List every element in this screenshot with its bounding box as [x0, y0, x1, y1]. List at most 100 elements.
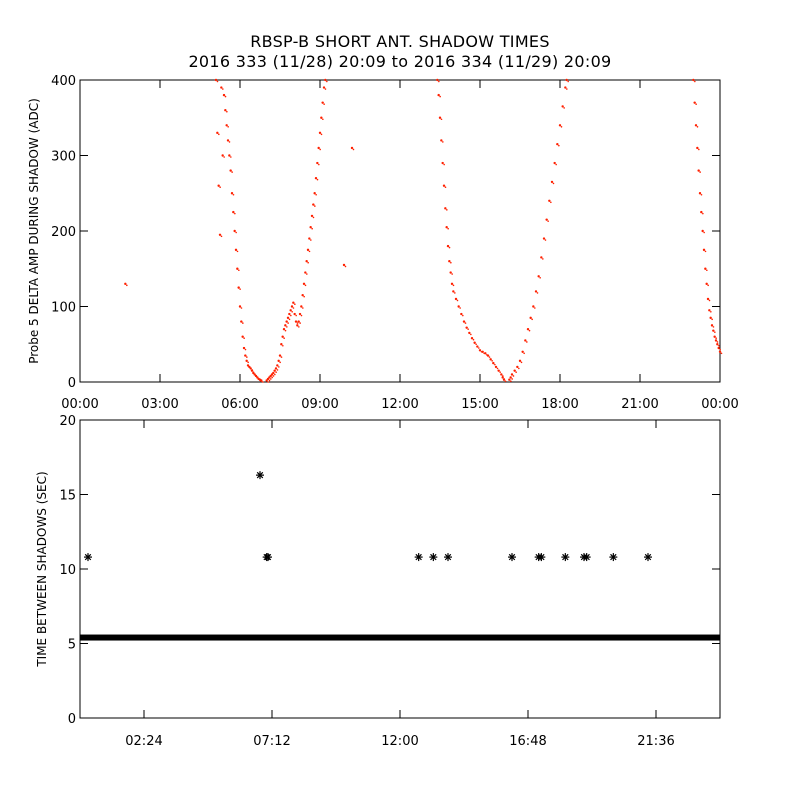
- x-tick-label: 03:00: [141, 397, 178, 412]
- data-point-cluster: [284, 329, 287, 332]
- data-point: [240, 320, 243, 323]
- plot-frame: [79, 79, 721, 383]
- data-point-cluster: [247, 361, 249, 364]
- data-point-cluster: [694, 80, 696, 83]
- data-point: [300, 305, 303, 308]
- data-point-cluster: [275, 371, 277, 373]
- data-point: [709, 316, 712, 320]
- data-point: [284, 324, 287, 327]
- data-point: [582, 553, 591, 562]
- data-point: [244, 354, 247, 357]
- data-point: [437, 93, 440, 97]
- data-point: [274, 367, 278, 370]
- data-point-cluster: [280, 356, 283, 358]
- data-point-cluster: [234, 212, 236, 215]
- data-point-cluster: [308, 250, 311, 253]
- data-point-cluster: [534, 307, 536, 309]
- data-point: [444, 553, 452, 562]
- data-point: [508, 378, 511, 381]
- data-point: [318, 131, 322, 135]
- data-point: [521, 350, 524, 353]
- data-point-cluster: [295, 314, 297, 317]
- data-point-cluster: [344, 265, 347, 268]
- data-point-cluster: [472, 338, 475, 341]
- x-tick-label: 00:00: [701, 397, 738, 412]
- data-point-cluster: [286, 326, 288, 328]
- data-point-cluster: [510, 380, 512, 383]
- data-point-cluster: [698, 148, 700, 151]
- data-point-cluster: [246, 356, 248, 358]
- data-point-cluster: [322, 118, 324, 121]
- data-point: [524, 339, 527, 342]
- data-point-cluster: [232, 193, 235, 196]
- data-point-cluster: [712, 326, 715, 328]
- data-point-cluster: [310, 239, 312, 241]
- data-point: [556, 142, 559, 146]
- data-point-cluster: [716, 341, 719, 343]
- data-point-cluster: [488, 356, 491, 358]
- data-point: [462, 320, 466, 323]
- data-point: [273, 369, 276, 372]
- data-point-cluster: [238, 269, 240, 272]
- x-tick-label: 12:00: [381, 397, 418, 412]
- data-point: [494, 365, 498, 369]
- data-point-cluster: [567, 80, 569, 83]
- data-point-cluster: [464, 322, 467, 324]
- data-point: [465, 326, 468, 329]
- chart-title: RBSP-B SHORT ANT. SHADOW TIMES: [250, 32, 550, 51]
- data-point-cluster: [531, 318, 533, 321]
- data-point-cluster: [228, 141, 231, 143]
- data-point-cluster: [499, 371, 501, 373]
- data-point: [486, 354, 490, 357]
- data-point: [716, 343, 719, 346]
- data-point: [124, 282, 127, 286]
- data-point-cluster: [326, 80, 328, 83]
- data-point-cluster: [274, 373, 276, 376]
- data-point-cluster: [311, 227, 313, 230]
- data-point-cluster: [268, 379, 271, 382]
- x-tick-label: 16:48: [509, 734, 546, 749]
- data-point: [449, 271, 452, 274]
- data-point: [280, 343, 283, 346]
- data-point-cluster: [288, 318, 291, 321]
- data-point-cluster: [566, 88, 568, 90]
- data-point: [705, 282, 708, 286]
- data-point: [286, 316, 290, 320]
- data-point-cluster: [290, 314, 292, 317]
- data-point: [306, 248, 310, 252]
- data-point-cluster: [447, 227, 449, 230]
- data-point: [281, 335, 284, 338]
- data-point: [245, 359, 248, 363]
- data-point: [429, 553, 438, 562]
- data-point: [292, 301, 295, 304]
- data-point-cluster: [440, 118, 443, 121]
- data-point-cluster: [704, 250, 707, 253]
- data-point: [217, 184, 220, 187]
- data-point: [548, 199, 551, 202]
- x-tick-label: 21:36: [637, 734, 674, 749]
- data-point-cluster: [719, 348, 721, 351]
- data-point-cluster: [478, 347, 480, 349]
- data-point-cluster: [243, 337, 245, 340]
- data-point-cluster: [528, 329, 531, 332]
- data-point: [278, 354, 282, 357]
- data-point: [293, 312, 296, 316]
- data-point-cluster: [452, 284, 455, 287]
- data-point-cluster: [278, 366, 280, 368]
- data-point: [516, 365, 519, 369]
- data-point-cluster: [294, 303, 296, 306]
- data-point-cluster: [542, 258, 544, 260]
- data-point: [221, 154, 224, 157]
- baseline-point-band: [80, 634, 720, 641]
- data-point: [537, 275, 540, 278]
- data-point: [502, 378, 506, 381]
- data-point-cluster: [230, 156, 232, 158]
- data-point: [448, 260, 451, 263]
- data-point: [444, 207, 447, 210]
- data-point-cluster: [451, 273, 453, 275]
- data-point-cluster: [231, 171, 233, 173]
- x-tick-label: 06:00: [221, 397, 258, 412]
- y-tick-label: 20: [59, 414, 76, 429]
- data-point: [470, 337, 474, 340]
- data-point: [510, 373, 514, 376]
